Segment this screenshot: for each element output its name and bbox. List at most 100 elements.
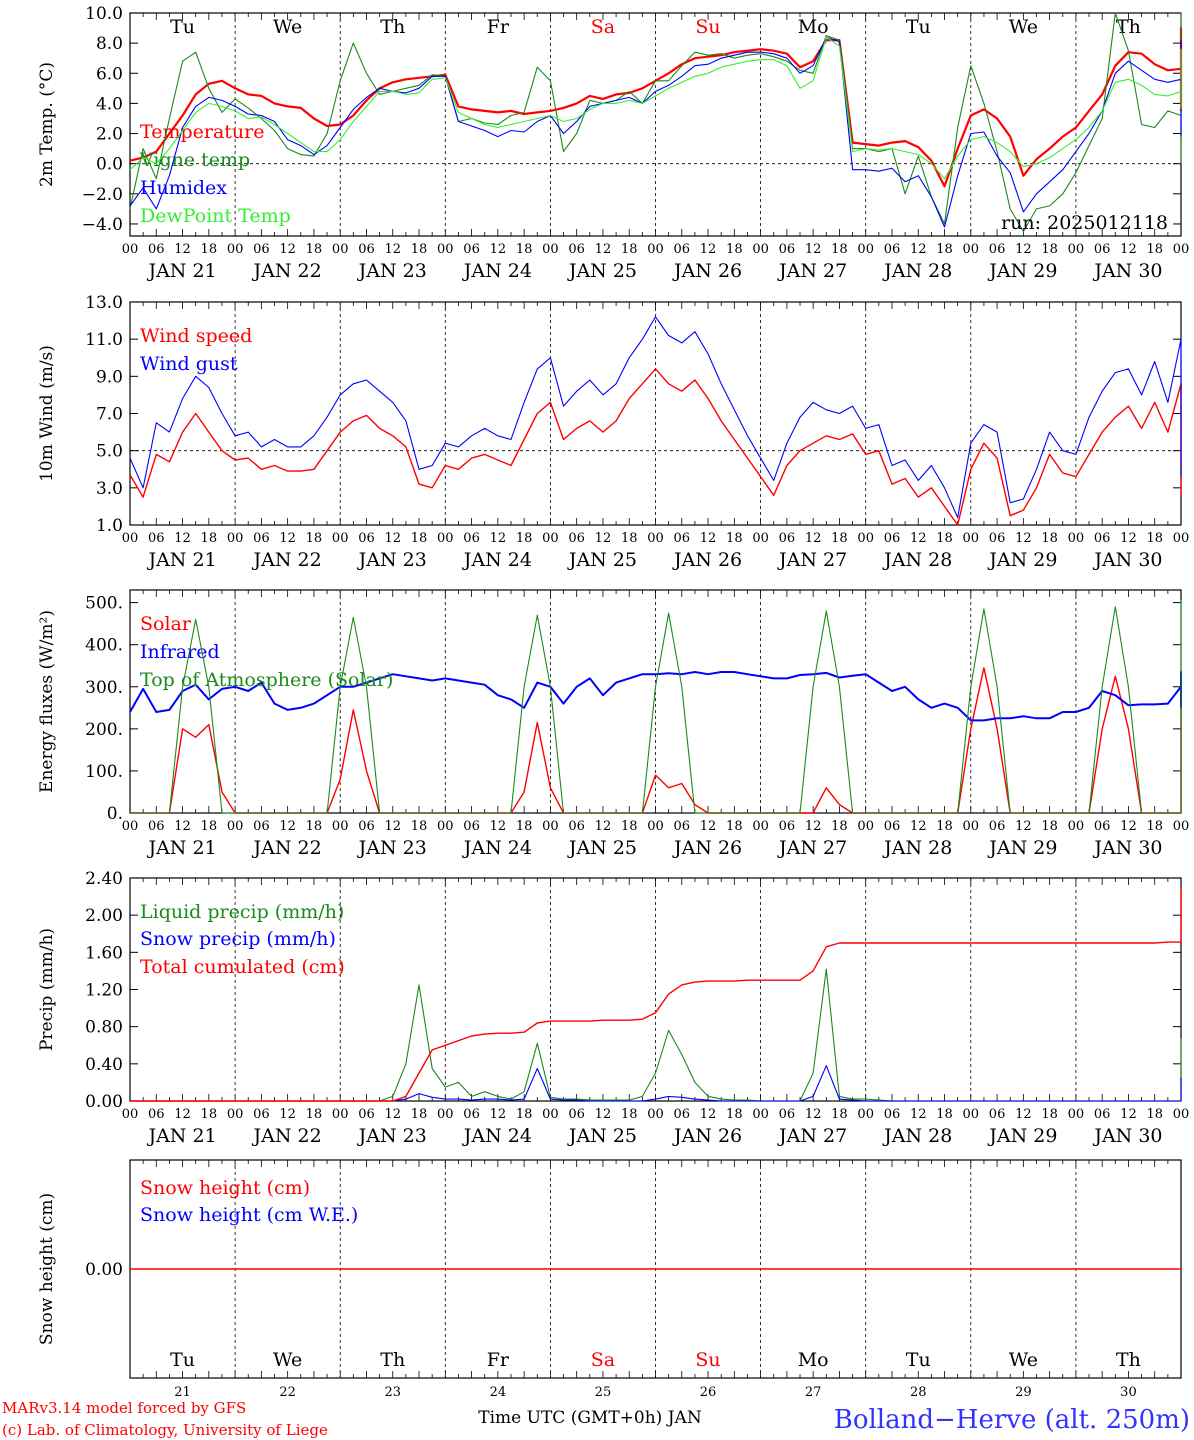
- x-tick-label: 00: [227, 819, 244, 834]
- y-tick-label: 100.: [85, 762, 123, 782]
- x-tick-label: 12: [805, 531, 822, 546]
- x-tick-label: 12: [490, 531, 507, 546]
- x-tick-label: 00: [1068, 1107, 1085, 1122]
- x-tick-label: 00: [752, 1107, 769, 1122]
- date-label: JAN 27: [777, 549, 847, 571]
- x-tick-label: 18: [1041, 1107, 1058, 1122]
- x-tick-label: 18: [831, 531, 848, 546]
- x-tick-label: 12: [174, 819, 191, 834]
- x-tick-label: 12: [910, 1107, 927, 1122]
- x-tick-label: 12: [279, 1107, 296, 1122]
- y-tick-label: 5.0: [96, 442, 123, 462]
- date-label: JAN 29: [987, 549, 1057, 571]
- x-tick-label: 18: [516, 1107, 533, 1122]
- x-tick-label: 00: [857, 531, 874, 546]
- x-tick-label: 12: [1120, 531, 1137, 546]
- x-tick-label: 12: [700, 1107, 717, 1122]
- x-tick-label: 06: [779, 242, 796, 257]
- date-label: JAN 23: [357, 1125, 427, 1147]
- station-name: Bolland−Herve (alt. 250m): [834, 1405, 1190, 1435]
- legend-entry: Snow height (cm W.E.): [140, 1204, 358, 1226]
- date-label: JAN 29: [987, 837, 1057, 859]
- x-tick-label: 00: [332, 819, 349, 834]
- y-tick-label: 7.0: [96, 405, 123, 425]
- x-tick-label: 06: [253, 242, 270, 257]
- legend-entry: Snow height (cm): [140, 1177, 310, 1199]
- x-tick-label: 06: [253, 1107, 270, 1122]
- date-label: JAN 30: [1092, 549, 1162, 571]
- x-tick-label: 12: [1015, 531, 1032, 546]
- plot-frame: [129, 12, 1182, 237]
- time-axis-label: Time UTC (GMT+0h) JAN: [478, 1408, 702, 1428]
- y-tick-label: 6.0: [96, 64, 123, 84]
- x-tick-label: 06: [1094, 819, 1111, 834]
- x-tick-label: 00: [1173, 531, 1190, 546]
- x-tick-label: 12: [700, 819, 717, 834]
- date-label: JAN 25: [567, 549, 637, 571]
- day-number: 30: [1120, 1385, 1137, 1400]
- y-tick-label: 0.40: [85, 1055, 123, 1075]
- day-number: 27: [805, 1385, 822, 1400]
- x-tick-label: 12: [384, 531, 401, 546]
- x-tick-label: 12: [910, 819, 927, 834]
- y-tick-label: 1.0: [96, 516, 123, 536]
- day-number: 26: [700, 1385, 717, 1400]
- x-tick-label: 06: [568, 242, 585, 257]
- day-name: Su: [695, 16, 720, 38]
- date-label: JAN 28: [882, 549, 952, 571]
- legend-entry: Humidex: [140, 177, 227, 199]
- x-tick-label: 18: [516, 819, 533, 834]
- x-tick-label: 06: [253, 819, 270, 834]
- y-tick-label: 1.20: [85, 981, 123, 1001]
- y-tick-label: 0.00: [85, 1092, 123, 1112]
- x-tick-label: 00: [122, 819, 139, 834]
- date-label: JAN 23: [357, 260, 427, 282]
- x-tick-label: 00: [1173, 819, 1190, 834]
- date-label: JAN 28: [882, 1125, 952, 1147]
- x-tick-label: 12: [910, 242, 927, 257]
- x-tick-label: 18: [201, 531, 218, 546]
- x-tick-label: 00: [122, 531, 139, 546]
- x-tick-label: 00: [1068, 819, 1085, 834]
- x-tick-label: 00: [963, 242, 980, 257]
- y-tick-label: 3.0: [96, 479, 123, 499]
- x-tick-label: 00: [752, 531, 769, 546]
- x-tick-label: 06: [1094, 1107, 1111, 1122]
- series-line: [129, 36, 1182, 180]
- date-label: JAN 24: [462, 549, 532, 571]
- y-tick-label: 400.: [85, 636, 123, 656]
- y-tick-label: 2.00: [85, 906, 123, 926]
- x-tick-label: 06: [884, 242, 901, 257]
- x-tick-label: 12: [595, 242, 612, 257]
- series-line: [129, 36, 1182, 228]
- x-tick-label: 00: [1173, 242, 1190, 257]
- y-tick-label: 1.60: [85, 943, 123, 963]
- x-tick-label: 00: [1068, 531, 1085, 546]
- y-tick-label: 10.0: [85, 4, 123, 24]
- legend-entry: Top of Atmosphere (Solar): [140, 669, 393, 691]
- y-axis-label: 10m Wind (m/s): [37, 345, 57, 482]
- x-tick-label: 18: [726, 242, 743, 257]
- legend-entry: Total cumulated (cm): [140, 956, 345, 978]
- panel-3: 0. 100. 200. 300. 400. 500. Energy fluxes (W/m…: [37, 589, 1190, 859]
- x-tick-label: 18: [621, 242, 638, 257]
- date-label: JAN 30: [1092, 260, 1162, 282]
- date-label: JAN 22: [252, 260, 322, 282]
- x-tick-label: 00: [542, 242, 559, 257]
- y-tick-label: 13.0: [85, 293, 123, 313]
- y-tick-label: 0.0: [96, 155, 123, 175]
- x-tick-label: 06: [779, 1107, 796, 1122]
- x-tick-label: 18: [306, 242, 323, 257]
- x-tick-label: 00: [647, 242, 664, 257]
- day-name: Tu: [170, 1349, 195, 1371]
- y-tick-label: 9.0: [96, 367, 123, 387]
- date-label: JAN 25: [567, 260, 637, 282]
- y-tick-label: 11.0: [85, 330, 123, 350]
- y-tick-label: 0.80: [85, 1018, 123, 1038]
- day-number: 24: [490, 1385, 507, 1400]
- x-tick-label: 12: [490, 242, 507, 257]
- day-name: We: [273, 1349, 302, 1371]
- x-tick-label: 00: [1173, 1107, 1190, 1122]
- x-tick-label: 18: [516, 531, 533, 546]
